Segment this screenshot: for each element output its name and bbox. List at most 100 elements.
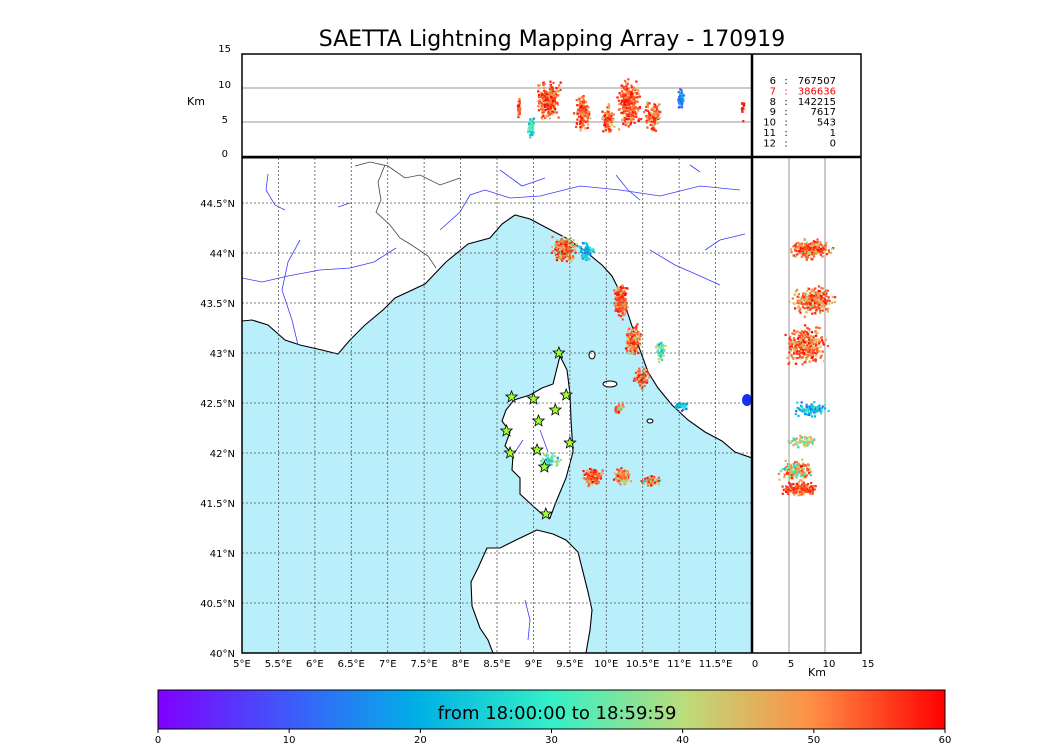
top-y-tick-0: 0 [222, 149, 228, 160]
side-panel-sources [777, 238, 837, 497]
legend-source-count: 386636 [798, 86, 836, 97]
lat-tick-label: 41°N [210, 549, 235, 560]
sardinia [470, 529, 593, 653]
station-count-legend: 6:7675077:3866368:1422159:761710:54311:1… [763, 76, 836, 149]
legend-station-number: 7 [770, 86, 776, 97]
legend-separator: : [784, 118, 787, 129]
station-marker [539, 506, 553, 520]
side-x-tick-10: 10 [823, 659, 836, 670]
time-colorbar: from 18:00:00 to 18:59:59 0 10 20 30 40 50 60 [155, 689, 952, 746]
side-x-tick-15: 15 [862, 659, 875, 670]
colorbar-tick: 50 [807, 735, 820, 746]
altitude-longitude-panel: 0 5 10 15 Km [187, 44, 752, 160]
side-x-unit: Km [808, 666, 826, 679]
lon-tick-label: 8°E [452, 659, 470, 670]
station-marker [526, 391, 541, 405]
legend-separator: : [784, 128, 787, 139]
legend-separator: : [784, 107, 787, 118]
lat-tick-label: 44.5°N [200, 199, 235, 210]
legend-source-count: 7617 [811, 107, 836, 118]
side-x-tick-5: 5 [788, 659, 794, 670]
france-italy-border [375, 164, 437, 269]
top-y-tick-10: 10 [218, 80, 231, 91]
lon-tick-label: 6°E [306, 659, 324, 670]
map-gridlines [242, 158, 752, 653]
giglio-island [646, 418, 654, 424]
legend-separator: : [784, 138, 787, 149]
station-marker [503, 445, 517, 459]
top-y-tick-15: 15 [218, 44, 231, 55]
lat-tick-label: 40°N [210, 649, 235, 660]
colorbar-tick: 40 [676, 735, 689, 746]
latitude-tick-labels: 40°N 40.5°N 41°N 41.5°N 42°N 42.5°N 43°N 43.5°N… [200, 199, 235, 660]
legend-station-number: 10 [763, 118, 776, 129]
colorbar-tick: 10 [283, 735, 296, 746]
lat-tick-label: 44°N [210, 249, 235, 260]
station-marker [563, 435, 577, 449]
station-marker [552, 345, 566, 359]
lat-tick-label: 40.5°N [200, 599, 235, 610]
lon-tick-label: 9.5°E [556, 659, 583, 670]
swiss-border [354, 161, 461, 186]
capraia-island [588, 350, 596, 360]
lma-stations [499, 345, 577, 520]
top-y-tick-5: 5 [222, 115, 228, 126]
station-marker [530, 442, 544, 456]
legend-source-count: 767507 [798, 76, 836, 87]
panel-frames [241, 53, 862, 654]
figure-title: SAETTA Lightning Mapping Array - 170919 [319, 27, 786, 52]
legend-station-number: 8 [770, 97, 776, 108]
plan-view-map: 5°E 5.5°E 6°E 6.5°E 7°E 7.5°E 8°E 8.5°E 9°E 9.5°E… [200, 158, 752, 670]
legend-station-number: 11 [763, 128, 776, 139]
lat-tick-label: 43°N [210, 349, 235, 360]
lat-tick-label: 42°N [210, 449, 235, 460]
lon-tick-label: 7°E [379, 659, 397, 670]
lat-tick-label: 42.5°N [200, 399, 235, 410]
lon-tick-label: 11.5°E [699, 659, 733, 670]
colorbar-tick-labels: 0 10 20 30 40 50 60 [155, 729, 952, 746]
legend-station-number: 9 [770, 107, 776, 118]
legend-source-count: 0 [830, 138, 836, 149]
rivers [242, 164, 746, 641]
colorbar-tick: 20 [414, 735, 427, 746]
lon-tick-label: 9°E [525, 659, 543, 670]
legend-station-number: 6 [770, 76, 776, 87]
legend-separator: : [784, 97, 787, 108]
colorbar-gradient [157, 689, 946, 730]
lat-tick-label: 41.5°N [200, 499, 235, 510]
colorbar-tick: 0 [155, 735, 161, 746]
longitude-tick-labels: 5°E 5.5°E 6°E 6.5°E 7°E 7.5°E 8°E 8.5°E 9°E 9.5°E… [233, 659, 732, 670]
station-marker [531, 413, 546, 427]
legend-separator: : [784, 76, 787, 87]
lon-tick-label: 5.5°E [265, 659, 292, 670]
elba-island [602, 380, 618, 388]
top-y-unit: Km [187, 95, 205, 108]
legend-source-count: 543 [817, 118, 836, 129]
lon-tick-label: 10°E [594, 659, 618, 670]
legend-source-count: 1 [830, 128, 836, 139]
station-marker [537, 459, 552, 473]
map-lightning-sources [540, 235, 752, 488]
legend-separator: : [784, 86, 787, 97]
lon-tick-label: 5°E [233, 659, 251, 670]
altitude-latitude-panel: 0 5 10 15 Km [752, 158, 875, 679]
station-marker [559, 387, 573, 401]
mainland [242, 158, 752, 459]
lon-tick-label: 7.5°E [411, 659, 438, 670]
colorbar-tick: 30 [545, 735, 558, 746]
station-marker [548, 402, 563, 416]
lon-tick-label: 10.5°E [626, 659, 660, 670]
legend-source-count: 142215 [798, 97, 836, 108]
lat-tick-label: 43.5°N [200, 299, 235, 310]
side-x-tick-0: 0 [752, 659, 758, 670]
station-marker [504, 389, 519, 403]
station-marker [499, 423, 514, 437]
legend-station-number: 12 [763, 138, 776, 149]
lon-tick-label: 8.5°E [483, 659, 510, 670]
top-panel-sources [516, 78, 746, 139]
colorbar-tick: 60 [939, 735, 952, 746]
lon-tick-label: 6.5°E [338, 659, 365, 670]
lon-tick-label: 11°E [667, 659, 691, 670]
edge-source-cluster [742, 394, 752, 406]
